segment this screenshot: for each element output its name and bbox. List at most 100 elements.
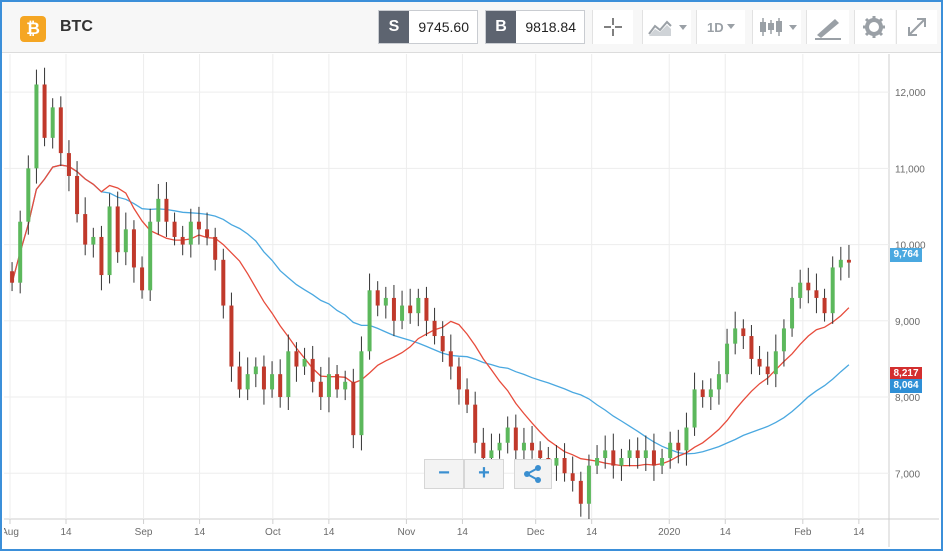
candle — [156, 183, 161, 235]
candle — [448, 334, 453, 380]
x-tick-label: 14 — [720, 527, 732, 538]
settings-button[interactable] — [854, 10, 895, 44]
fullscreen-button[interactable] — [896, 10, 937, 44]
candle — [318, 366, 323, 410]
candle — [716, 361, 721, 405]
x-tick-label: Nov — [398, 527, 416, 538]
candle — [188, 208, 193, 258]
crosshair-button[interactable] — [592, 10, 633, 44]
x-axis: Aug 14 Sep 14 Oct 14 Nov 14 Dec 14 2020 14 Feb 14 — [4, 527, 865, 538]
x-tick-label: 14 — [194, 527, 206, 538]
candle — [302, 347, 307, 375]
candle — [359, 336, 364, 451]
chart-type-button[interactable] — [642, 10, 691, 44]
candle — [375, 281, 380, 317]
candle — [180, 225, 185, 256]
ma-short-price-label: 8,217 — [890, 367, 922, 381]
candle — [367, 273, 372, 360]
candle — [66, 140, 71, 192]
candle — [765, 351, 770, 385]
candle — [603, 435, 608, 469]
y-axis: 12,000 11,000 10,000 9,000 8,000 7,000 — [895, 88, 926, 480]
x-tick-label: 2020 — [658, 527, 681, 538]
y-tick-label: 10,000 — [895, 241, 926, 252]
candle — [253, 357, 258, 388]
candle — [651, 433, 656, 481]
candle — [798, 269, 803, 309]
sell-label: S — [379, 11, 409, 43]
candle — [391, 284, 396, 337]
candle — [660, 448, 665, 475]
candle — [18, 210, 23, 294]
candle — [42, 67, 47, 147]
expand-icon — [908, 18, 926, 36]
chart-toolbar: ₿ BTC S 9745.60 B 9818.84 1D — [2, 2, 941, 53]
timeframe-dropdown[interactable]: 1D — [696, 10, 745, 44]
candle — [140, 256, 145, 299]
candle-type-button[interactable] — [752, 10, 801, 44]
candle — [456, 357, 461, 405]
share-icon — [524, 465, 541, 483]
candle — [806, 267, 811, 304]
candle — [115, 191, 120, 263]
candle — [497, 433, 502, 459]
candle — [326, 357, 331, 413]
instrument-symbol: BTC — [60, 18, 93, 35]
candle — [684, 412, 689, 466]
candle — [725, 328, 730, 383]
sell-price-button[interactable]: S 9745.60 — [378, 10, 478, 44]
y-tick-label: 8,000 — [895, 393, 920, 404]
share-button[interactable] — [514, 459, 552, 489]
candle — [505, 416, 510, 454]
x-tick-label: Oct — [265, 527, 281, 538]
y-tick-label: 7,000 — [895, 469, 920, 480]
buy-price: 9818.84 — [525, 19, 576, 35]
x-tick-label: 14 — [457, 527, 469, 538]
ma-long-path — [11, 164, 850, 455]
candle — [196, 206, 201, 245]
candle — [34, 69, 39, 184]
candle — [383, 286, 388, 319]
candle — [465, 378, 470, 414]
ma-long-line — [11, 164, 850, 455]
candle — [261, 355, 266, 405]
candle — [99, 225, 104, 291]
x-tick-label: 14 — [323, 527, 335, 538]
buy-price-button[interactable]: B 9818.84 — [485, 10, 585, 44]
drawing-tools-button[interactable] — [806, 10, 849, 44]
ma-long-price-label: 8,064 — [890, 379, 922, 393]
candle — [578, 471, 583, 517]
candle — [10, 262, 15, 292]
candle — [846, 244, 851, 278]
candle — [741, 319, 746, 350]
candle — [270, 361, 275, 398]
candle — [75, 161, 80, 223]
x-tick-label: 14 — [60, 527, 72, 538]
candle — [570, 456, 575, 492]
price-chart[interactable]: 12,000 11,000 10,000 9,000 8,000 7,000 Aug 14 S… — [4, 54, 939, 547]
candle — [822, 288, 827, 322]
x-tick-label: Aug — [4, 527, 19, 538]
sell-price: 9745.60 — [418, 19, 469, 35]
candle — [343, 370, 348, 401]
candle — [838, 246, 843, 281]
candle — [692, 372, 697, 436]
zoom-out-button[interactable]: − — [424, 459, 464, 489]
minus-icon: − — [438, 462, 450, 484]
candle — [91, 227, 96, 258]
candle — [58, 96, 63, 167]
candle — [213, 227, 218, 271]
candle — [757, 345, 762, 375]
zoom-in-button[interactable]: + — [464, 459, 504, 489]
candle — [335, 365, 340, 398]
candle — [107, 193, 112, 284]
candle — [172, 212, 177, 246]
timeframe-label: 1D — [707, 20, 724, 35]
candle — [586, 454, 591, 519]
y-tick-label: 12,000 — [895, 88, 926, 99]
candle — [416, 288, 421, 327]
y-tick-label: 11,000 — [895, 164, 925, 175]
candle — [473, 391, 478, 454]
candle — [530, 426, 535, 459]
candle — [131, 220, 136, 283]
